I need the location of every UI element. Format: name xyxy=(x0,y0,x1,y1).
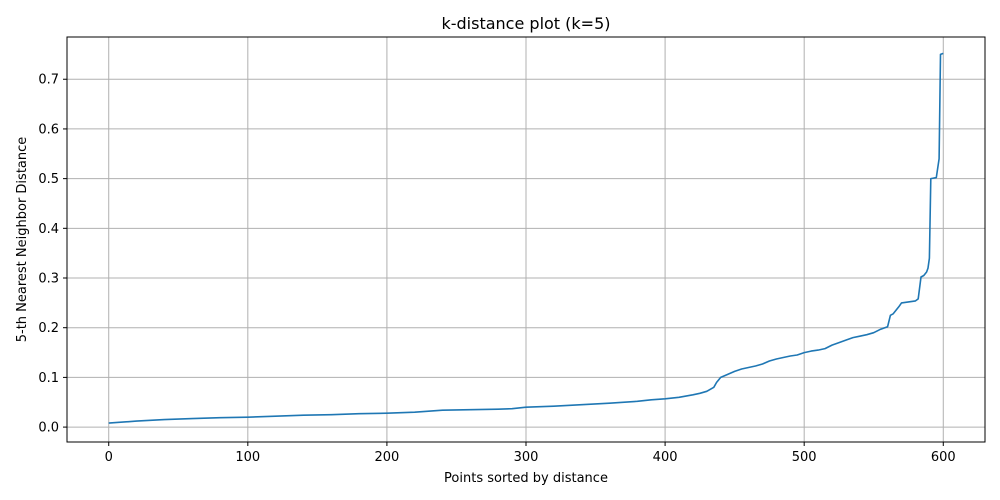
y-tick-label: 0.3 xyxy=(38,272,59,287)
y-tick-label: 0.2 xyxy=(38,321,59,336)
y-tick-label: 0.1 xyxy=(38,371,59,386)
y-tick-label: 0.6 xyxy=(38,122,59,137)
x-tick-label: 0 xyxy=(105,450,113,465)
x-tick-label: 500 xyxy=(792,450,817,465)
x-tick-label: 400 xyxy=(653,450,678,465)
series-line xyxy=(108,52,944,424)
x-tick-label: 300 xyxy=(514,450,539,465)
y-tick-label: 0.4 xyxy=(38,222,59,237)
series-layer xyxy=(108,52,944,424)
axis-ticks: 0 100 200 300 400 500 600 0.0 0.1 0.2 0.3 0.4 0.5 0.6… xyxy=(38,73,955,465)
x-tick-label: 600 xyxy=(931,450,956,465)
chart-title: k-distance plot (k=5) xyxy=(441,14,610,33)
x-axis-label: Points sorted by distance xyxy=(444,471,608,486)
x-tick-label: 100 xyxy=(235,450,260,465)
y-axis-label: 5-th Nearest Neighbor Distance xyxy=(15,137,30,343)
x-tick-label: 200 xyxy=(374,450,399,465)
y-tick-label: 0.5 xyxy=(38,172,59,187)
y-tick-label: 0.0 xyxy=(38,421,59,436)
y-tick-label: 0.7 xyxy=(38,73,59,88)
grid-lines xyxy=(67,37,985,442)
